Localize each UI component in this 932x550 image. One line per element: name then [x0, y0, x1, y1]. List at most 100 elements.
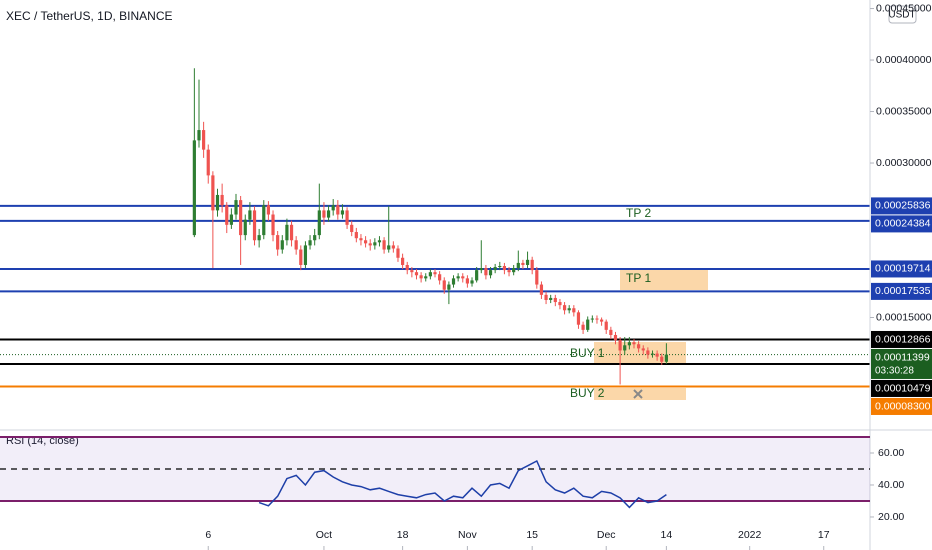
- candle-body: [317, 210, 321, 236]
- x-tick-label: Dec: [597, 529, 616, 541]
- candle-body: [632, 342, 636, 345]
- candle-body: [475, 270, 479, 281]
- annotation: TP 2: [626, 206, 651, 220]
- candle-body: [595, 318, 599, 320]
- price-tag-label: 0.00008300: [875, 400, 931, 412]
- x-tick-label: 6: [205, 529, 211, 541]
- rsi-tick-label: 20.00: [878, 511, 904, 523]
- candle-body: [192, 140, 196, 236]
- candle-body: [558, 302, 562, 306]
- candle-body: [345, 210, 349, 225]
- candle-body: [257, 235, 261, 241]
- plot: [0, 68, 870, 388]
- x-tick-label: Oct: [316, 529, 332, 541]
- candle-body: [567, 308, 571, 311]
- candle-body: [562, 305, 567, 311]
- candle-body: [197, 130, 201, 141]
- candle-body: [326, 210, 331, 218]
- candle-body: [650, 353, 655, 355]
- annotation: BUY 1: [570, 346, 605, 360]
- candle-body: [516, 262, 520, 269]
- candle-body: [493, 267, 497, 271]
- candle-body: [576, 312, 581, 325]
- x-tick-label: Nov: [458, 529, 477, 541]
- countdown: 03:30:28: [875, 366, 914, 377]
- candle-body: [553, 297, 557, 303]
- annotation: TP 1: [626, 271, 651, 285]
- candle-body: [322, 210, 326, 218]
- candle-body: [340, 210, 345, 215]
- price-tag-label: 0.00025836: [875, 200, 931, 212]
- close-icon: [633, 389, 643, 399]
- candle-body: [461, 276, 465, 279]
- price-tag-label: 0.00024384: [875, 218, 931, 230]
- candle-body: [664, 354, 668, 362]
- price-tag-label: 0.00012866: [875, 333, 931, 345]
- candle-body: [604, 321, 608, 330]
- candle-body: [363, 240, 368, 244]
- candle-body: [623, 345, 627, 351]
- candle-body: [405, 264, 409, 271]
- candle-body: [299, 249, 303, 265]
- candle-body: [572, 308, 576, 313]
- rsi-tick-label: 40.00: [878, 479, 904, 491]
- y-tick-label: 0.00015000: [876, 311, 932, 323]
- candle-body: [433, 272, 437, 275]
- rsi-line: [258, 459, 667, 509]
- candle-body: [252, 210, 257, 241]
- candle-body: [215, 194, 220, 211]
- price-tag-label: 0.00019714: [875, 263, 931, 275]
- candle-body: [229, 214, 233, 225]
- candle-body: [373, 242, 377, 246]
- price-tag: [871, 379, 932, 397]
- candle-body: [368, 243, 372, 246]
- price-tag: [871, 197, 932, 215]
- x-tick-label: 15: [526, 529, 538, 541]
- candle-body: [248, 210, 252, 220]
- candle-body: [428, 272, 432, 277]
- candle-body: [544, 294, 548, 300]
- x-tick-label: 2022: [738, 529, 762, 541]
- candle-body: [211, 175, 215, 211]
- price-tag: [871, 330, 932, 348]
- candle-body: [535, 270, 539, 285]
- candle-body: [262, 205, 266, 236]
- candle-body: [456, 276, 460, 279]
- y-tick-label: 0.00035000: [876, 105, 932, 117]
- candle-body: [294, 240, 298, 250]
- currency-badge: [888, 5, 917, 24]
- candle-body: [502, 266, 507, 271]
- price-tag: [871, 260, 932, 278]
- candle-body: [243, 219, 247, 236]
- price-tag: [871, 215, 932, 233]
- price-tag: [871, 348, 932, 379]
- candle-body: [646, 350, 650, 355]
- candle-body: [479, 268, 483, 271]
- candle-body: [442, 280, 446, 290]
- candle-body: [289, 224, 294, 241]
- x-tick-label: 18: [397, 529, 409, 541]
- candle-body: [447, 284, 451, 290]
- candle-body: [308, 240, 312, 246]
- x-tick-label: 14: [661, 529, 673, 541]
- candle-body: [266, 205, 271, 215]
- candle-body: [354, 232, 358, 239]
- candle-body: [613, 335, 618, 341]
- candle-body: [419, 275, 423, 279]
- candle-body: [599, 319, 604, 322]
- candle-body: [239, 200, 243, 236]
- candle-body: [401, 257, 405, 265]
- candle-body: [609, 329, 613, 336]
- candle-body: [470, 280, 474, 284]
- candle-body: [586, 319, 590, 330]
- chart-title: XEC / TetherUS, 1D, BINANCE: [6, 9, 173, 23]
- annotation: BUY 2: [570, 386, 605, 400]
- candle-body: [637, 344, 641, 349]
- candle-body: [276, 235, 280, 250]
- candle-body: [303, 245, 308, 265]
- y-tick-label: 0.00030000: [876, 157, 932, 169]
- candle-body: [498, 266, 502, 268]
- candle-body: [414, 272, 419, 276]
- candle-body: [618, 340, 622, 351]
- candle-body: [202, 130, 206, 150]
